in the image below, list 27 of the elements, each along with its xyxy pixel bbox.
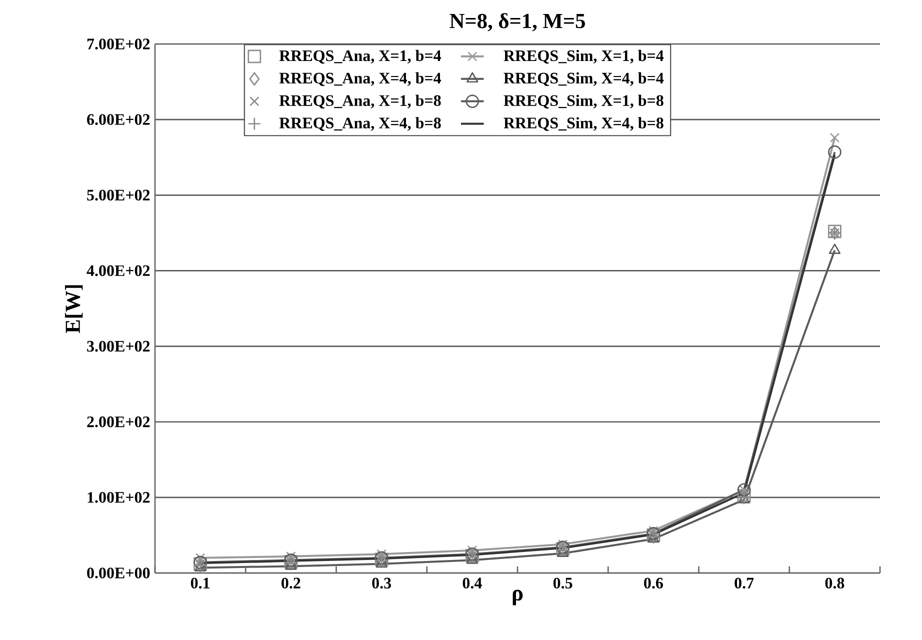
y-tick-label: 6.00E+02 bbox=[87, 114, 150, 126]
chart-title: N=8, δ=1, M=5 bbox=[450, 13, 585, 32]
x-tick-label: 0.8 bbox=[825, 578, 844, 589]
x-axis-title: ρ bbox=[512, 590, 523, 606]
x-tick-label: 0.2 bbox=[282, 578, 300, 589]
y-tick-label: 1.00E+02 bbox=[88, 492, 150, 503]
x-tick-label: 0.5 bbox=[553, 578, 572, 589]
y-tick-label: 2.00E+02 bbox=[87, 416, 150, 428]
legend-label: RREQS_Ana, X=1, b=4 bbox=[279, 50, 442, 64]
x-tick-label: 0.1 bbox=[190, 578, 210, 589]
x-tick-label: 0.3 bbox=[372, 578, 392, 589]
legend-label: RREQS_Sim, X=4, b=4 bbox=[504, 72, 664, 86]
x-tick-label: 0.6 bbox=[644, 578, 663, 589]
y-tick-label: 5.00E+02 bbox=[87, 190, 150, 201]
legend-label: RREQS_Ana, X=1, b=8 bbox=[279, 94, 441, 108]
legend-label: RREQS_Sim, X=4, b=8 bbox=[504, 117, 664, 131]
legend-label: RREQS_Ana, X=4, b=4 bbox=[279, 72, 442, 86]
x-tick-label: 0.7 bbox=[734, 578, 754, 589]
y-tick-label: 0.00E+00 bbox=[87, 568, 150, 578]
legend-label: RREQS_Sim, X=1, b=4 bbox=[504, 50, 664, 64]
y-axis-title: E[W] bbox=[65, 285, 83, 334]
x-tick-label: 0.4 bbox=[462, 578, 482, 589]
y-tick-label: 4.00E+02 bbox=[86, 265, 150, 276]
y-tick-label: 7.00E+02 bbox=[87, 38, 150, 50]
y-tick-label: 3.00E+02 bbox=[87, 340, 150, 352]
legend-label: RREQS_Sim, X=1, b=8 bbox=[504, 94, 664, 108]
legend-label: RREQS_Ana, X=4, b=8 bbox=[279, 117, 441, 131]
